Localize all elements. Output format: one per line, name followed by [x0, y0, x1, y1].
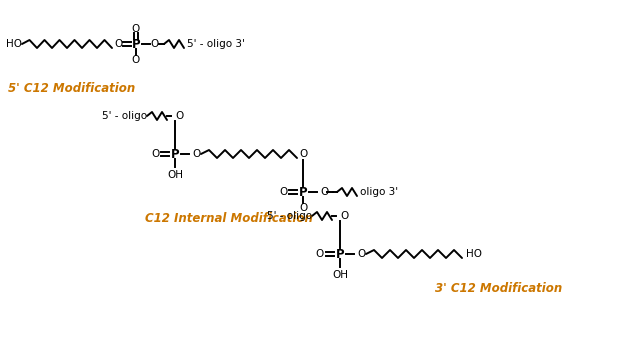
- Text: O: O: [340, 211, 348, 221]
- Text: O: O: [132, 24, 140, 34]
- Text: P: P: [336, 247, 344, 260]
- Text: O: O: [279, 187, 287, 197]
- Text: OH: OH: [332, 270, 348, 280]
- Text: C12 Internal Modification: C12 Internal Modification: [145, 213, 313, 225]
- Text: O: O: [299, 203, 307, 213]
- Text: oligo 3': oligo 3': [360, 187, 398, 197]
- Text: P: P: [132, 38, 141, 51]
- Text: O: O: [316, 249, 324, 259]
- Text: O: O: [320, 187, 328, 197]
- Text: O: O: [114, 39, 122, 49]
- Text: 5' - oligo: 5' - oligo: [102, 111, 147, 121]
- Text: O: O: [192, 149, 200, 159]
- Text: O: O: [175, 111, 183, 121]
- Text: 5' - oligo 3': 5' - oligo 3': [187, 39, 245, 49]
- Text: P: P: [299, 185, 308, 199]
- Text: 3' C12 Modification: 3' C12 Modification: [435, 282, 562, 296]
- Text: O: O: [151, 149, 159, 159]
- Text: O: O: [357, 249, 365, 259]
- Text: O: O: [299, 149, 308, 159]
- Text: O: O: [132, 55, 140, 65]
- Text: HO: HO: [466, 249, 482, 259]
- Text: 5' - oligo: 5' - oligo: [267, 211, 312, 221]
- Text: 5' C12 Modification: 5' C12 Modification: [8, 82, 135, 96]
- Text: HO: HO: [6, 39, 22, 49]
- Text: P: P: [171, 147, 179, 160]
- Text: OH: OH: [167, 170, 183, 180]
- Text: O: O: [150, 39, 158, 49]
